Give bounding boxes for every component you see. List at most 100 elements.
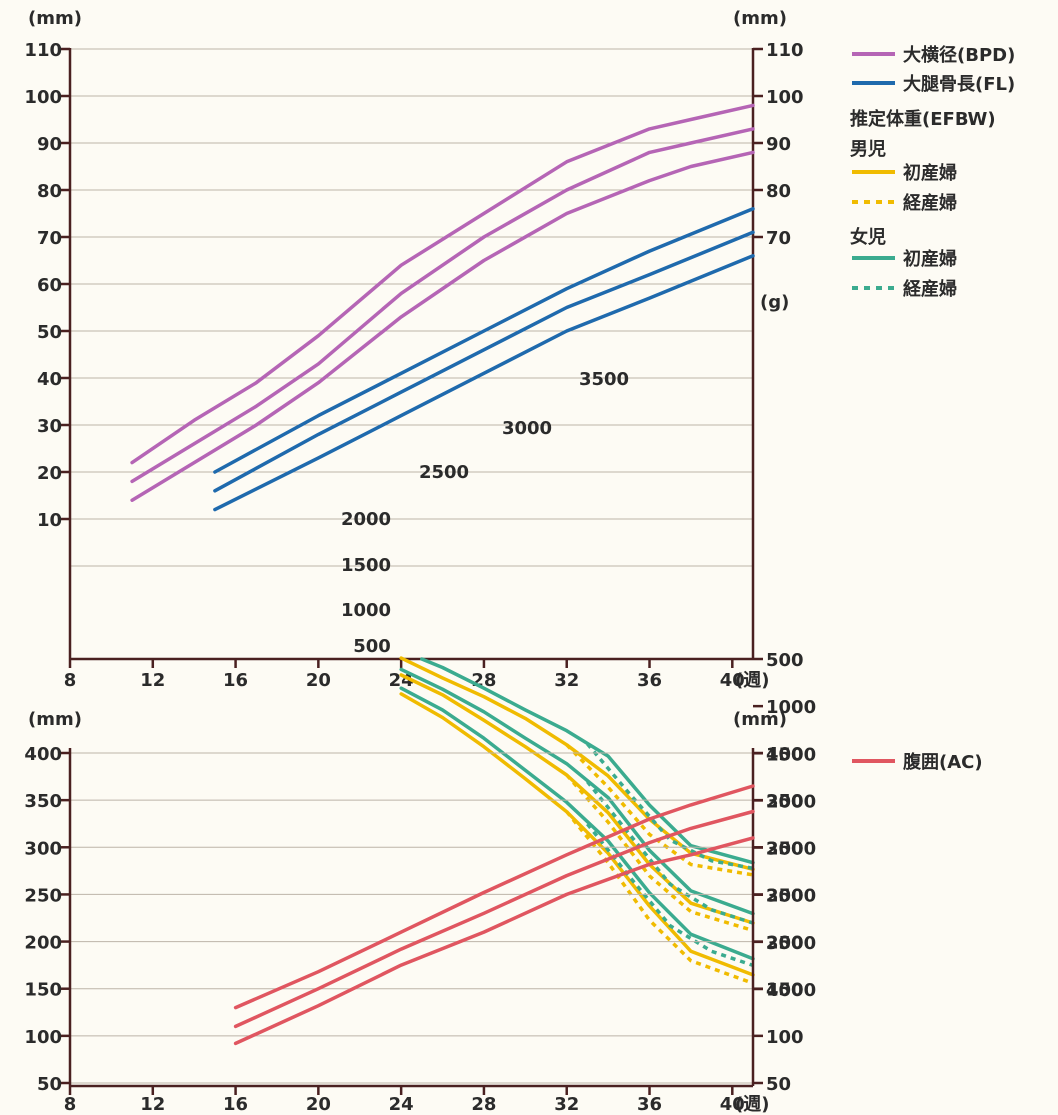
y-tick-label: 400 [24, 744, 62, 765]
weight-label: 2500 [419, 462, 469, 483]
series-line-BPD [130, 127, 755, 484]
series-line-FL [213, 254, 755, 512]
legend-girl-title: 女児 [850, 226, 886, 248]
series-line-FL [213, 207, 755, 474]
y-right-tick-label: 100 [766, 87, 804, 108]
y-tick-label: 250 [24, 885, 62, 906]
left-unit: (mm) [28, 709, 82, 730]
series-line-BPD [130, 150, 755, 502]
g-tick-label: 2000 [766, 791, 816, 812]
y-tick-label: 40 [37, 369, 62, 390]
g-tick-label: 1000 [766, 697, 816, 718]
y-tick-label: 100 [24, 1027, 62, 1048]
x-tick-label: 24 [389, 1094, 414, 1115]
series-line-EFBW-girl-primipara [399, 686, 755, 961]
legend-label: 初産婦 [903, 248, 957, 270]
y-tick-label: 50 [37, 1074, 62, 1095]
y-tick-label: 10 [37, 510, 62, 531]
legend-label: 大腿骨長(FL) [903, 73, 1015, 95]
y-right-tick-label: 110 [766, 40, 804, 61]
series-line-AC [233, 809, 755, 1029]
y-right-tick-label: 400 [766, 744, 804, 765]
series-line-FL [213, 230, 755, 493]
y-tick-label: 350 [24, 791, 62, 812]
x-unit: (週) [735, 670, 769, 691]
y-tick-label: 20 [37, 463, 62, 484]
g-tick-label: 3000 [766, 886, 816, 907]
legend-label: 経産婦 [903, 192, 957, 214]
y-right-tick-label: 300 [766, 838, 804, 859]
y-tick-label: 50 [37, 322, 62, 343]
gram-unit: (g) [760, 292, 789, 313]
series-line-EFBW-girl-multipara [586, 822, 754, 968]
y-right-tick-label: 50 [766, 1074, 791, 1095]
right-unit: (mm) [733, 8, 787, 29]
x-tick-label: 8 [64, 670, 77, 691]
x-tick-label: 24 [389, 670, 414, 691]
x-unit: (週) [735, 1094, 769, 1115]
x-tick-label: 28 [471, 1094, 496, 1115]
g-tick-label: 3500 [766, 933, 816, 954]
right-unit: (mm) [733, 709, 787, 730]
g-tick-label: 2500 [766, 839, 816, 860]
weight-label: 3000 [502, 418, 552, 439]
y-right-tick-label: 250 [766, 885, 804, 906]
g-tick-label: 4000 [766, 980, 816, 1001]
y-right-tick-label: 90 [766, 134, 791, 155]
y-tick-label: 200 [24, 933, 62, 954]
y-tick-label: 30 [37, 416, 62, 437]
legend-label: 初産婦 [903, 162, 957, 184]
weight-label: 1000 [341, 600, 391, 621]
y-right-tick-label: 70 [766, 228, 791, 249]
series-line-EFBW-boy-multipara [565, 810, 754, 985]
lower-legend: 腹囲(AC) [852, 751, 983, 773]
upper-chart: 10 20 30 40 50 60 70 80 90 100 110 70 80 90 100 110 500 1… [24, 8, 816, 1001]
x-tick-label: 32 [554, 670, 579, 691]
legend-boy-title: 男児 [850, 139, 886, 160]
lower-chart: 50 100 150 200 250 300 350 400 50 100 150 200 250 300… [24, 709, 803, 1115]
legend-label: 腹囲(AC) [903, 751, 983, 773]
y-tick-label: 70 [37, 228, 62, 249]
y-right-tick-label: 350 [766, 791, 804, 812]
weight-label: 2000 [341, 509, 391, 530]
y-tick-label: 300 [24, 838, 62, 859]
x-tick-label: 20 [306, 670, 331, 691]
x-tick-label: 36 [637, 670, 662, 691]
series-line-EFBW-girl-multipara [586, 742, 754, 871]
y-tick-label: 60 [37, 275, 62, 296]
series-line-EFBW-girl-primipara [399, 667, 755, 916]
series-line-EFBW-boy-primipara [399, 673, 755, 925]
series-line-AC [233, 784, 755, 1010]
series-line-EFBW-girl-multipara [586, 780, 754, 925]
legend-label: 大横径(BPD) [903, 44, 1015, 66]
series-line-AC [233, 836, 755, 1046]
x-tick-label: 40 [720, 670, 745, 691]
g-tick-label: 1500 [766, 744, 816, 765]
weight-label: 500 [353, 636, 391, 657]
series-line-BPD [130, 103, 755, 465]
series-line-EFBW-boy-multipara [565, 773, 754, 933]
x-tick-label: 32 [554, 1094, 579, 1115]
x-tick-label: 36 [637, 1094, 662, 1115]
x-tick-label: 12 [140, 1094, 165, 1115]
x-tick-label: 20 [306, 1094, 331, 1115]
y-tick-label: 150 [24, 980, 62, 1001]
upper-legend: 大横径(BPD)大腿骨長(FL)推定体重(EFBW)男児初産婦経産婦女児初産婦経… [850, 44, 1015, 300]
y-tick-label: 90 [37, 134, 62, 155]
y-tick-label: 110 [24, 40, 62, 61]
legend-label: 経産婦 [903, 278, 957, 300]
series-line-EFBW-boy-multipara [565, 743, 754, 877]
x-tick-label: 8 [64, 1094, 77, 1115]
x-tick-label: 16 [223, 670, 248, 691]
y-tick-label: 100 [24, 87, 62, 108]
g-tick-label: 500 [766, 650, 804, 671]
legend-efbw-title: 推定体重(EFBW) [850, 108, 996, 130]
y-right-tick-label: 80 [766, 181, 791, 202]
y-tick-label: 80 [37, 181, 62, 202]
y-right-tick-label: 150 [766, 980, 804, 1001]
x-tick-label: 12 [140, 670, 165, 691]
x-tick-label: 40 [720, 1094, 745, 1115]
weight-label: 3500 [579, 369, 629, 390]
x-tick-label: 16 [223, 1094, 248, 1115]
